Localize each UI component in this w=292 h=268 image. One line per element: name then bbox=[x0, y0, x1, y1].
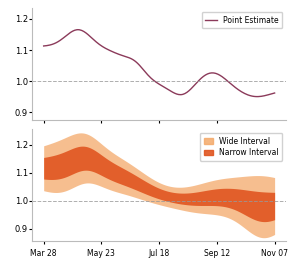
Legend: Wide Interval, Narrow Interval: Wide Interval, Narrow Interval bbox=[200, 133, 282, 161]
Legend: Point Estimate: Point Estimate bbox=[201, 12, 282, 28]
